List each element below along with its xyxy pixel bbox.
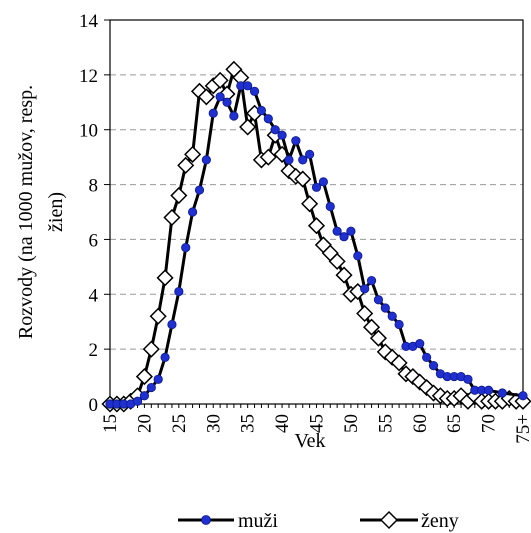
data-point <box>250 87 258 95</box>
y-axis-title-line-2: žien) <box>45 192 67 232</box>
data-point <box>223 98 231 106</box>
y-tick-label: 12 <box>79 66 98 87</box>
data-point <box>168 320 176 328</box>
legend-marker <box>381 512 397 528</box>
y-tick-label: 14 <box>79 11 99 32</box>
legend-label: muži <box>238 510 278 532</box>
data-point <box>171 188 186 203</box>
data-point <box>299 156 307 164</box>
x-tick-label: 70 <box>479 414 500 433</box>
data-point <box>416 339 424 347</box>
y-axis-ticks: 0 2 4 6 8 10 12 14 <box>79 11 110 416</box>
data-point <box>429 361 437 369</box>
data-point <box>216 93 224 101</box>
data-point <box>374 296 382 304</box>
data-point <box>337 268 352 283</box>
data-point <box>357 306 372 321</box>
data-point <box>326 202 334 210</box>
data-point <box>367 276 375 284</box>
x-tick-label: 60 <box>410 414 431 433</box>
data-point <box>360 285 368 293</box>
data-point <box>144 342 159 357</box>
x-tick-label: 25 <box>169 414 190 433</box>
y-tick-label: 6 <box>89 230 99 251</box>
data-point <box>464 375 472 383</box>
series-layer <box>103 62 531 412</box>
data-point <box>312 183 320 191</box>
x-tick-label: 50 <box>341 414 362 433</box>
x-tick-label: 30 <box>203 414 224 433</box>
data-point <box>202 156 210 164</box>
data-point <box>285 156 293 164</box>
data-point <box>154 375 162 383</box>
data-point <box>395 320 403 328</box>
data-point <box>243 82 251 90</box>
data-point <box>195 186 203 194</box>
data-point <box>305 150 313 158</box>
y-tick-label: 0 <box>89 395 99 416</box>
legend-item-zeny: ženy <box>360 510 459 532</box>
data-point <box>519 392 527 400</box>
data-point <box>354 252 362 260</box>
y-axis-title-line-1: Rozvody (na 1000 mužov, resp. <box>15 85 37 339</box>
legend-item-muzi: muži <box>178 510 278 532</box>
data-point <box>319 178 327 186</box>
data-point <box>388 312 396 320</box>
data-point <box>333 227 341 235</box>
data-point <box>484 386 492 394</box>
data-point <box>133 397 141 405</box>
data-point <box>230 112 238 120</box>
data-point <box>264 115 272 123</box>
y-tick-label: 10 <box>79 121 98 142</box>
data-point <box>340 232 348 240</box>
data-point <box>158 270 173 285</box>
data-point <box>161 353 169 361</box>
data-point <box>278 131 286 139</box>
data-point <box>381 304 389 312</box>
data-point <box>257 106 265 114</box>
data-point <box>175 287 183 295</box>
x-tick-label: 75+ <box>513 414 531 444</box>
data-point <box>182 243 190 251</box>
y-tick-label: 8 <box>89 176 99 197</box>
data-point <box>151 309 166 324</box>
x-tick-label: 55 <box>375 414 396 433</box>
x-tick-label: 40 <box>272 414 293 433</box>
legend-marker <box>202 516 211 525</box>
y-tick-label: 4 <box>89 285 99 306</box>
x-tick-label: 35 <box>238 414 259 433</box>
data-point <box>498 389 506 397</box>
series-line <box>110 69 523 404</box>
data-point <box>164 210 179 225</box>
legend-label: ženy <box>421 510 459 532</box>
legend: muži ženy <box>178 510 459 532</box>
x-tick-label: 65 <box>444 414 465 433</box>
data-point <box>292 136 300 144</box>
y-tick-label: 2 <box>89 340 99 361</box>
data-point <box>271 126 279 134</box>
x-axis-title: Vek <box>294 430 325 452</box>
x-tick-label: 20 <box>134 414 155 433</box>
data-point <box>140 392 148 400</box>
data-point <box>422 353 430 361</box>
data-point <box>137 369 152 384</box>
data-point <box>147 383 155 391</box>
data-point <box>309 218 324 233</box>
data-point <box>240 119 255 134</box>
data-point <box>302 196 317 211</box>
data-point <box>209 109 217 117</box>
data-point <box>347 227 355 235</box>
x-tick-label: 15 <box>100 414 121 433</box>
data-point <box>188 208 196 216</box>
